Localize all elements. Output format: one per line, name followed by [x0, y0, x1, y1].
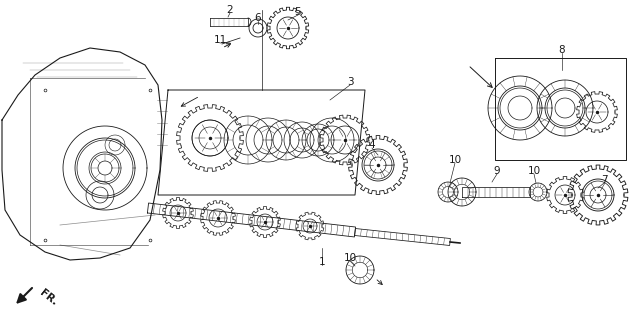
Text: 8: 8: [559, 45, 566, 55]
Text: 1: 1: [319, 257, 325, 267]
Text: 10: 10: [448, 155, 462, 165]
Text: 6: 6: [255, 13, 261, 23]
Text: 9: 9: [494, 166, 500, 176]
Text: 2: 2: [227, 5, 233, 15]
Text: 10: 10: [527, 166, 541, 176]
Text: 10: 10: [344, 253, 356, 263]
Text: 7: 7: [600, 175, 607, 185]
Text: 5: 5: [295, 7, 301, 17]
Text: 11: 11: [214, 35, 226, 45]
Text: 3: 3: [347, 77, 353, 87]
Text: FR.: FR.: [38, 288, 60, 308]
Text: 4: 4: [369, 140, 375, 150]
